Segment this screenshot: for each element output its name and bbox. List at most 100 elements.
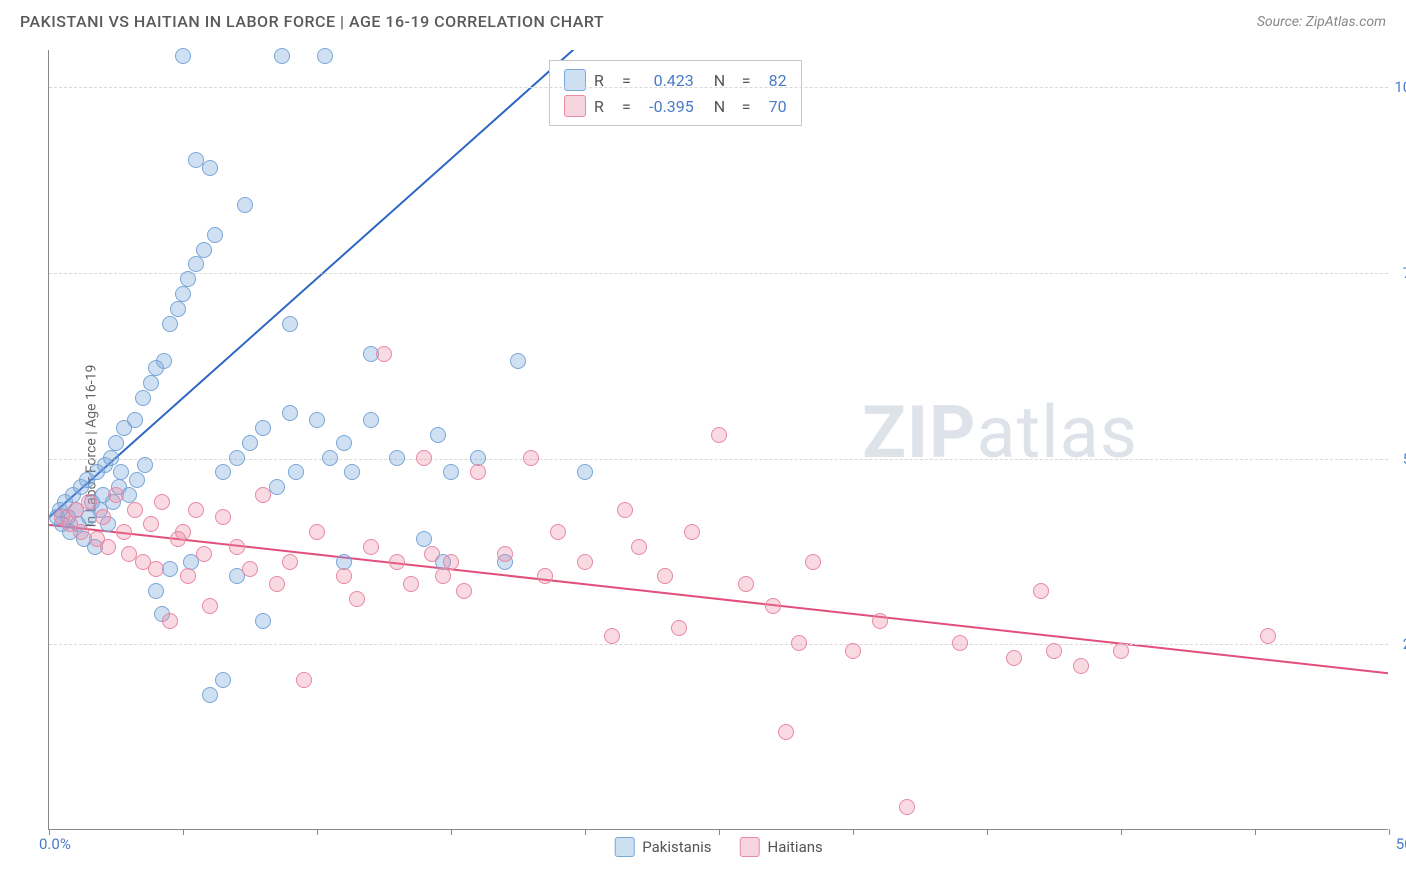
scatter-point <box>103 450 119 466</box>
scatter-point <box>577 554 593 570</box>
scatter-point <box>229 539 245 555</box>
x-tick <box>853 829 854 835</box>
scatter-point <box>255 613 271 629</box>
n-label: N <box>714 97 734 116</box>
scatter-point <box>336 435 352 451</box>
scatter-point <box>510 353 526 369</box>
chart-title: PAKISTANI VS HAITIAN IN LABOR FORCE | AG… <box>20 12 604 31</box>
x-tick <box>1121 829 1122 835</box>
scatter-point <box>202 160 218 176</box>
x-tick <box>49 829 50 835</box>
scatter-point <box>1006 650 1022 666</box>
x-tick <box>719 829 720 835</box>
scatter-point <box>403 576 419 592</box>
scatter-point <box>765 598 781 614</box>
scatter-point <box>143 516 159 532</box>
scatter-point <box>363 539 379 555</box>
scatter-point <box>116 524 132 540</box>
scatter-point <box>113 464 129 480</box>
scatter-point <box>805 554 821 570</box>
x-tick <box>1389 829 1390 835</box>
scatter-point <box>196 242 212 258</box>
scatter-chart: ZIPatlas R=0.423N=82R=-0.395N=70 Pakista… <box>48 50 1388 830</box>
scatter-point <box>416 531 432 547</box>
series-swatch <box>564 95 586 117</box>
scatter-point <box>127 502 143 518</box>
scatter-point <box>363 412 379 428</box>
scatter-point <box>156 353 172 369</box>
equals-sign: = <box>742 97 751 116</box>
x-tick <box>451 829 452 835</box>
r-value: -0.395 <box>639 97 694 116</box>
scatter-point <box>135 390 151 406</box>
scatter-point <box>550 524 566 540</box>
scatter-point <box>604 628 620 644</box>
scatter-point <box>322 450 338 466</box>
scatter-point <box>215 464 231 480</box>
scatter-point <box>202 598 218 614</box>
equals-sign: = <box>622 97 631 116</box>
scatter-point <box>389 554 405 570</box>
scatter-point <box>317 48 333 64</box>
scatter-point <box>175 48 191 64</box>
correlation-stats-box: R=0.423N=82R=-0.395N=70 <box>549 60 802 126</box>
scatter-point <box>137 457 153 473</box>
scatter-point <box>1073 658 1089 674</box>
scatter-point <box>242 561 258 577</box>
scatter-point <box>376 346 392 362</box>
scatter-point <box>577 464 593 480</box>
watermark-light: atlas <box>976 390 1138 475</box>
scatter-point <box>443 554 459 570</box>
scatter-point <box>657 568 673 584</box>
gridline <box>49 644 1388 645</box>
scatter-point <box>108 487 124 503</box>
scatter-point <box>523 450 539 466</box>
scatter-point <box>73 524 89 540</box>
gridline <box>49 273 1388 274</box>
scatter-point <box>684 524 700 540</box>
stats-row: R=-0.395N=70 <box>564 93 787 119</box>
scatter-point <box>872 613 888 629</box>
gridline <box>49 459 1388 460</box>
scatter-point <box>497 546 513 562</box>
scatter-point <box>188 256 204 272</box>
scatter-point <box>188 502 204 518</box>
scatter-point <box>282 405 298 421</box>
x-tick <box>1255 829 1256 835</box>
scatter-point <box>108 435 124 451</box>
scatter-point <box>899 799 915 815</box>
scatter-point <box>309 524 325 540</box>
scatter-point <box>162 316 178 332</box>
scatter-point <box>470 450 486 466</box>
scatter-point <box>631 539 647 555</box>
scatter-point <box>282 554 298 570</box>
scatter-point <box>127 412 143 428</box>
scatter-point <box>180 271 196 287</box>
scatter-point <box>143 375 159 391</box>
legend-swatch <box>740 837 760 857</box>
scatter-point <box>1046 643 1062 659</box>
scatter-point <box>255 487 271 503</box>
legend-item: Pakistanis <box>614 837 711 857</box>
scatter-point <box>443 464 459 480</box>
x-tick <box>585 829 586 835</box>
scatter-point <box>778 724 794 740</box>
scatter-point <box>215 509 231 525</box>
scatter-point <box>389 450 405 466</box>
scatter-point <box>671 620 687 636</box>
scatter-point <box>1113 643 1129 659</box>
scatter-point <box>255 420 271 436</box>
scatter-point <box>95 509 111 525</box>
legend-label: Pakistanis <box>642 838 711 856</box>
scatter-point <box>175 286 191 302</box>
legend-label: Haitians <box>768 838 823 856</box>
scatter-point <box>162 613 178 629</box>
scatter-point <box>129 472 145 488</box>
scatter-point <box>430 427 446 443</box>
scatter-point <box>215 672 231 688</box>
scatter-point <box>1033 583 1049 599</box>
watermark: ZIPatlas <box>862 390 1138 475</box>
scatter-point <box>154 494 170 510</box>
scatter-point <box>269 576 285 592</box>
scatter-point <box>424 546 440 562</box>
